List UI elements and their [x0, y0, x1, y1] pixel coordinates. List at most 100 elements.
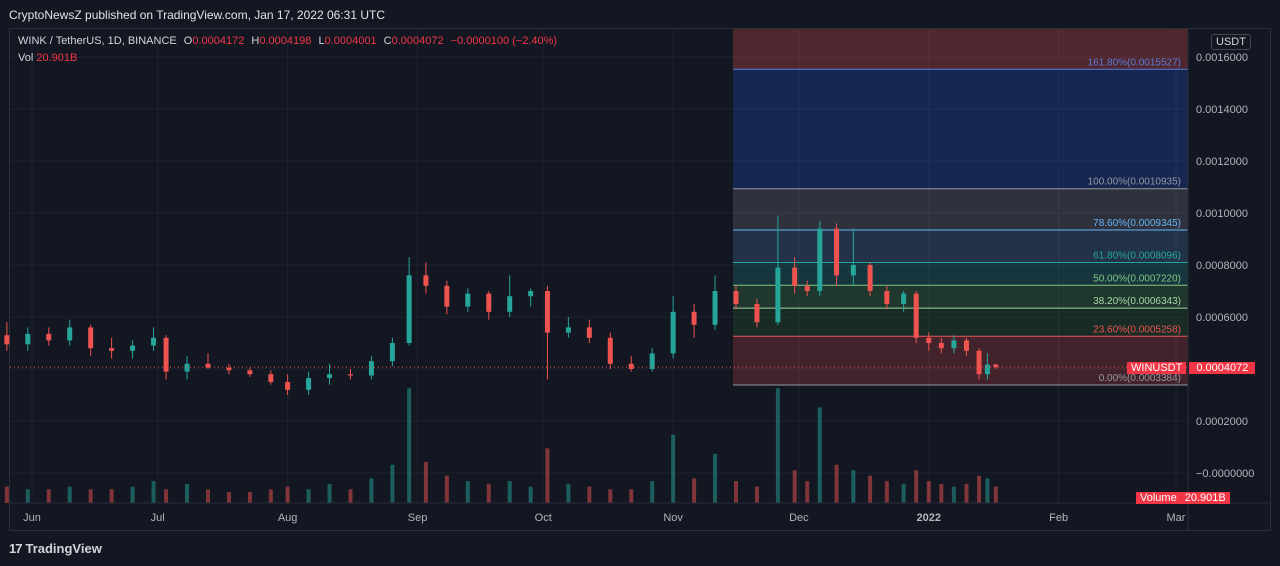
- volume-bar: [964, 483, 969, 503]
- candle-body: [817, 228, 823, 291]
- candle-body: [628, 363, 634, 369]
- volume-bar: [206, 489, 210, 503]
- candle-body: [691, 311, 697, 325]
- time-tick-label: Mar: [1167, 512, 1186, 524]
- currency-unit-button[interactable]: USDT: [1211, 34, 1251, 50]
- candle-body: [247, 370, 253, 375]
- volume-bar: [423, 462, 428, 503]
- tradingview-logo[interactable]: 17 TradingView: [9, 541, 102, 556]
- fib-zone: [733, 188, 1188, 231]
- volume-bar: [901, 483, 906, 503]
- candle-body: [306, 378, 312, 390]
- close-value: 0.0004072: [391, 35, 444, 47]
- fib-level-label: 38.20%(0.0006343): [1093, 296, 1181, 307]
- candle-body: [670, 311, 676, 354]
- volume-bar: [851, 470, 856, 503]
- candle-body: [867, 265, 873, 291]
- time-tick-label: Jun: [23, 512, 41, 524]
- fib-level-label: 50.00%(0.0007220): [1093, 273, 1181, 284]
- price-tick-label: 0.0006000: [1196, 312, 1248, 324]
- volume-legend: Vol 20.901B: [18, 52, 77, 64]
- volume-bar: [130, 486, 135, 503]
- candle-body: [926, 337, 932, 343]
- candle-body: [205, 363, 211, 368]
- volume-bar: [247, 492, 252, 503]
- fib-zone: [733, 29, 1188, 70]
- candle-body: [130, 345, 136, 351]
- candle-body: [528, 291, 534, 297]
- candle-body: [976, 350, 982, 375]
- volume-bar: [587, 486, 592, 503]
- candle-body: [733, 291, 739, 304]
- volume-bar: [754, 486, 759, 503]
- candle-body: [901, 293, 907, 304]
- volume-value: 20.901B: [36, 52, 78, 64]
- candle-body: [913, 293, 919, 338]
- candle-body: [25, 333, 31, 345]
- volume-bar: [465, 481, 470, 503]
- volume-bar: [407, 388, 412, 503]
- volume-bar: [914, 470, 919, 503]
- candle-body: [754, 304, 760, 323]
- low-value: 0.0004001: [324, 35, 377, 47]
- candle-body: [834, 228, 840, 276]
- candle-body: [586, 327, 592, 338]
- volume-bar: [692, 478, 697, 503]
- volume-bar: [486, 483, 491, 503]
- candle-body: [544, 291, 550, 333]
- candle-body: [423, 275, 429, 286]
- last-price-symbol: WINUSDT: [1127, 362, 1187, 374]
- volume-bar: [164, 489, 169, 503]
- tradingview-mark-icon: 17: [9, 541, 23, 556]
- fib-zone: [733, 336, 1188, 386]
- candle-body: [804, 285, 810, 291]
- volume-bar: [4, 486, 9, 503]
- volume-bar: [46, 489, 51, 503]
- price-tick-label: 0.0014000: [1196, 104, 1248, 116]
- volume-bar: [817, 407, 822, 503]
- candle-body: [151, 337, 157, 346]
- volume-bar: [67, 486, 72, 503]
- price-tick-label: 0.0002000: [1196, 416, 1248, 428]
- candle-body: [389, 343, 395, 362]
- high-label: H: [251, 35, 260, 47]
- volume-bar: [951, 486, 956, 503]
- candle-body: [850, 265, 856, 276]
- published-text: CryptoNewsZ published on TradingView.com…: [9, 8, 385, 22]
- time-tick-label: Dec: [789, 512, 809, 524]
- fib-level-label: 0.00%(0.0003384): [1099, 373, 1181, 384]
- volume-bar: [306, 489, 311, 503]
- volume-tag-value: 20.901B: [1180, 492, 1230, 504]
- symbol-legend: WINK / TetherUS, 1D, BINANCE O0.0004172 …: [18, 35, 561, 47]
- candle-body: [465, 293, 471, 307]
- volume-bar: [650, 481, 655, 503]
- volume-bar: [369, 478, 374, 503]
- volume-bar: [25, 489, 30, 503]
- candle-body: [993, 364, 999, 368]
- candle-body: [347, 374, 353, 376]
- fib-level-label: 100.00%(0.0010935): [1088, 177, 1181, 188]
- candle-body: [406, 275, 412, 343]
- fib-zone: [733, 230, 1188, 263]
- volume-bar: [390, 464, 395, 503]
- fib-level-label: 78.60%(0.0009345): [1093, 218, 1181, 229]
- candle-body: [368, 361, 374, 376]
- last-price-tag: WINUSDT 0.0004072: [1127, 360, 1256, 376]
- volume-tag: Volume 20.901B: [1136, 491, 1230, 506]
- open-label: O: [183, 35, 193, 47]
- time-tick-label: Jul: [151, 512, 165, 524]
- candle-body: [4, 335, 10, 345]
- candle-body: [712, 291, 718, 325]
- price-tick-label: 0.0016000: [1196, 52, 1248, 64]
- volume-bar: [775, 388, 780, 503]
- volume-bar: [993, 486, 998, 503]
- volume-bar: [507, 481, 512, 503]
- volume-bar: [545, 448, 550, 503]
- volume-bar: [566, 483, 571, 503]
- volume-bar: [868, 475, 873, 503]
- fib-zone: [733, 69, 1188, 189]
- time-tick-label: 2022: [917, 512, 941, 524]
- candle-body: [268, 374, 274, 382]
- time-tick-label: Feb: [1049, 512, 1068, 524]
